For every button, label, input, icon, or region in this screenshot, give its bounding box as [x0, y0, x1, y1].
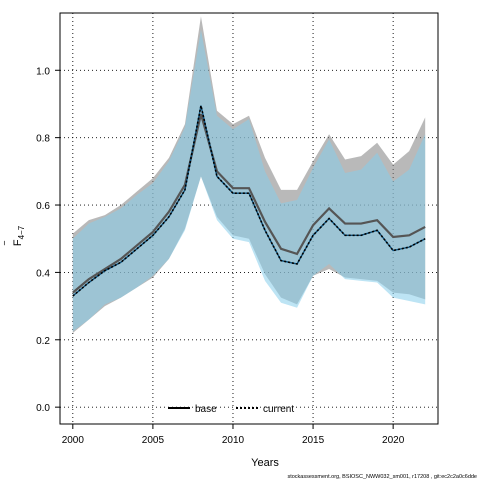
x-tick-label-2015: 2015: [302, 435, 325, 446]
x-tick-label-2000: 2000: [62, 435, 85, 446]
line-base: [72, 113, 426, 294]
plot-frame: [59, 12, 439, 425]
y-tick-label-1: 1.0: [36, 66, 50, 77]
y-tick-label-0.8: 0.8: [36, 134, 50, 145]
footer-credit: stockassessment.org, BSIOSC_NWW032_sm001…: [287, 474, 477, 480]
gridlines: [60, 13, 438, 424]
y-axis-title-main: F: [12, 239, 24, 246]
legend: base current: [168, 404, 294, 415]
y-tick-label-0.2: 0.2: [36, 336, 50, 347]
x-tick-label-2005: 2005: [142, 435, 165, 446]
x-tick-label-2010: 2010: [222, 435, 245, 446]
confidence-bands: [72, 16, 426, 334]
y-axis: 0.0 0.2 0.4 0.6 0.8 1.0: [36, 66, 60, 414]
x-axis: 2000 2005 2010 2015 2020: [62, 424, 405, 446]
y-tick-label-0: 0.0: [36, 403, 50, 414]
line-current: [72, 105, 426, 297]
y-axis-title-subscript: 4−7: [17, 225, 26, 239]
y-tick-label-0.4: 0.4: [36, 268, 50, 279]
legend-label-current: current: [263, 404, 294, 415]
y-tick-label-0.6: 0.6: [36, 201, 50, 212]
y-axis-title-bar: ‾: [4, 240, 16, 246]
y-axis-title: F4−7 ‾: [4, 225, 26, 246]
legend-label-base: base: [195, 404, 217, 415]
x-tick-label-2020: 2020: [382, 435, 405, 446]
x-axis-title: Years: [251, 457, 279, 469]
band-current: [72, 29, 426, 332]
svg-text:F4−7: F4−7: [12, 225, 26, 246]
series-lines: [72, 105, 426, 297]
